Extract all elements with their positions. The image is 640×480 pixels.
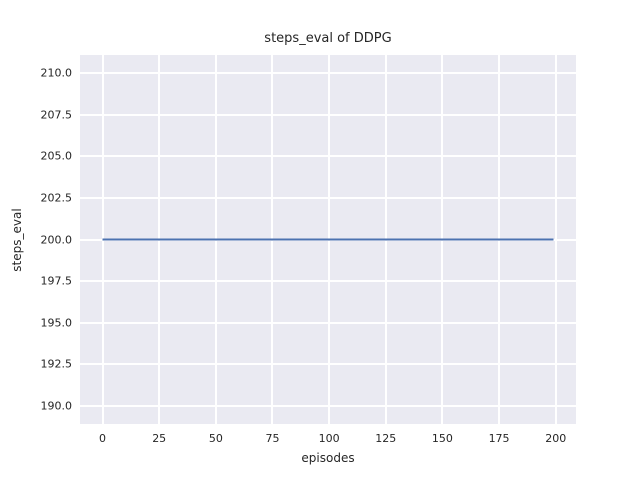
gridline-horizontal [80,404,576,407]
y-tick-label: 205.0 [40,149,73,163]
gridline-horizontal [80,363,576,366]
gridline-horizontal [80,155,576,158]
gridline-horizontal [80,113,576,116]
x-tick-label: 100 [318,432,340,445]
x-tick-label: 0 [99,432,107,445]
x-tick-label: 125 [375,432,397,445]
x-tick-label: 50 [208,432,223,445]
x-tick-label: 75 [265,432,280,445]
y-tick-label: 207.5 [40,108,73,122]
data-line-ddpg [102,238,554,241]
x-tick-label: 175 [488,432,510,445]
y-tick-label: 200.0 [40,233,73,246]
y-axis-label: steps_eval [10,208,24,272]
gridline-horizontal [80,196,576,199]
y-tick-label: 192.5 [40,357,73,371]
y-tick-label: 197.5 [40,274,73,288]
x-tick-label: 150 [431,432,453,445]
y-tick-label: 202.5 [40,191,73,205]
y-tick-label: 195.0 [40,316,73,330]
y-tick-label: 190.0 [40,399,73,413]
x-tick-label: 25 [152,432,167,445]
x-axis-label: episodes [301,451,355,465]
gridline-horizontal [80,72,576,75]
gridline-horizontal [80,280,576,283]
x-tick-label: 200 [545,432,567,445]
chart-title: steps_eval of DDPG [264,31,392,46]
plot-area [80,55,576,424]
y-tick-label: 210.0 [40,66,73,80]
gridline-horizontal [80,321,576,324]
